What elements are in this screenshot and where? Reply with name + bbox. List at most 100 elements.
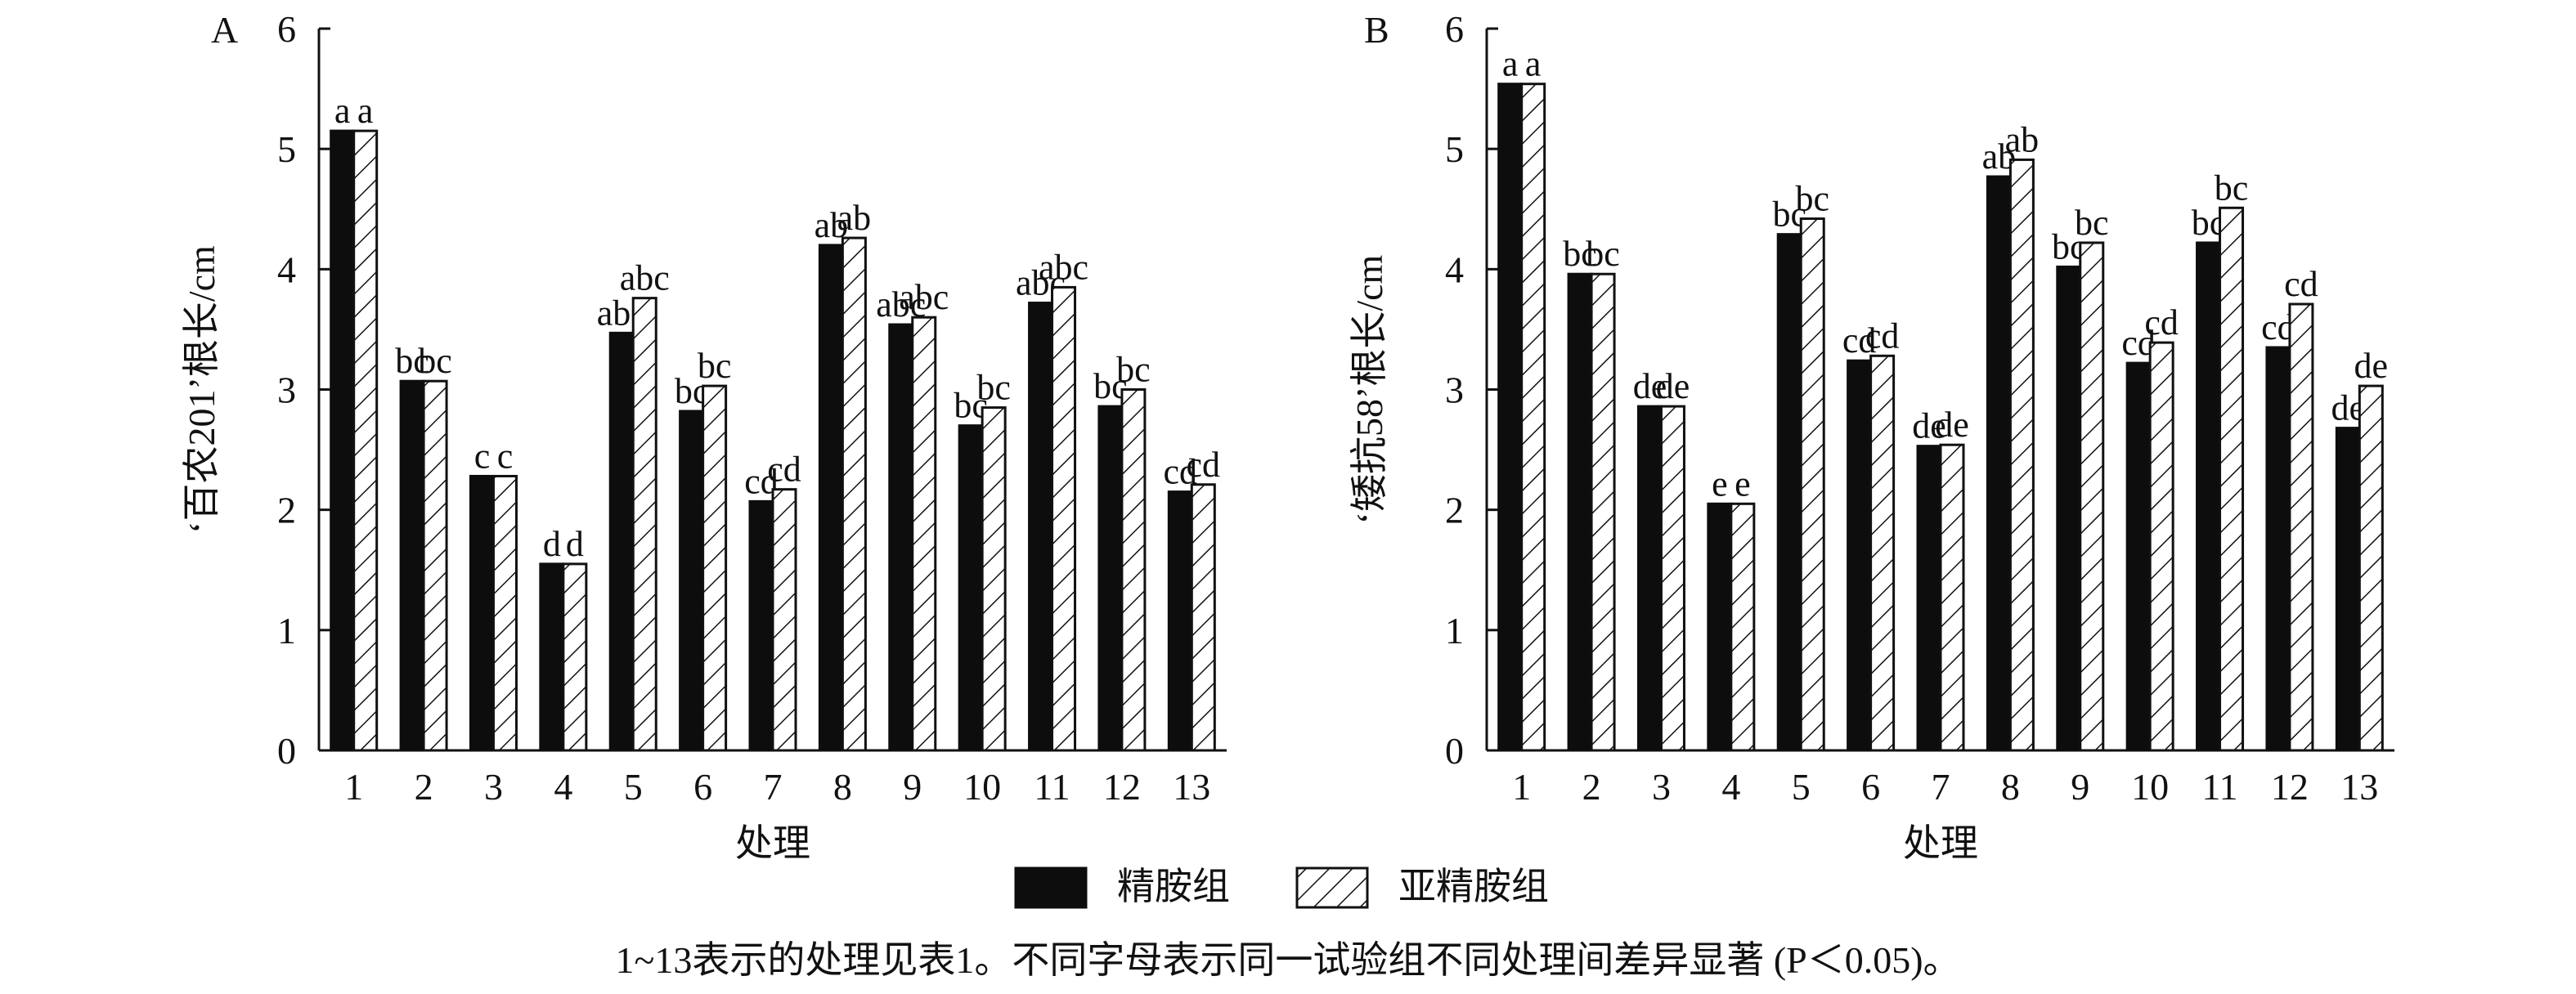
x-tick-label: 7 [1932,766,1950,808]
significance-label: bc [976,368,1011,408]
bar-spermine [2196,241,2222,752]
x-tick-label: 9 [903,766,922,808]
bar-spermidine [2288,302,2314,752]
bar-spermine [1167,490,1193,752]
significance-label: de [1935,405,1969,445]
bar-spermidine [1520,83,1546,752]
bar-spermidine [352,129,379,752]
significance-label: de [2354,346,2389,386]
bar-spermidine [1120,388,1147,752]
y-tick-label: 2 [277,490,296,531]
bar-spermidine [631,297,657,752]
x-tick-label: 1 [1512,766,1531,808]
significance-label: bc [698,346,732,386]
x-tick-label: 6 [1861,766,1880,808]
bar-spermine [679,410,705,752]
panel-letter: A [211,9,238,51]
bar-spermidine [562,562,588,752]
bar-spermidine [771,488,797,752]
bar-spermidine [911,316,937,752]
significance-label: bc [1116,350,1151,390]
bar-spermine [330,129,356,752]
significance-label: e [1735,463,1751,504]
bar-spermine [888,323,914,752]
bar-spermine [1986,175,2012,752]
bar-spermine [1916,445,1942,752]
significance-label: bc [1586,234,1620,274]
x-tick-label: 7 [764,766,783,808]
figure-caption: 1~13表示的处理见表1。不同字母表示同一试验组不同处理间差异显著 (P＜0.0… [615,939,1960,981]
significance-label: cd [1187,445,1221,485]
y-tick-label: 6 [1445,8,1464,50]
bar-spermine [469,474,495,752]
y-axis-label: ‘矮抗58’根长/cm [1349,254,1390,524]
significance-label: a [334,91,351,131]
x-tick-label: 3 [1652,766,1671,808]
legend-label-solid: 精胺组 [1117,866,1230,907]
x-tick-label: 10 [963,766,1001,808]
significance-label: c [474,436,491,476]
significance-label: d [566,524,584,564]
y-tick-label: 5 [277,128,296,170]
significance-label: a [357,91,374,131]
legend: 精胺组 亚精胺组 [1014,866,1549,909]
x-axis-label: 处理 [735,822,810,864]
panel-letter: B [1364,9,1389,51]
significance-label: a [1502,44,1519,84]
x-tick-label: 4 [554,766,572,808]
x-tick-label: 13 [2340,766,2378,808]
bar-spermine [1776,233,1802,752]
x-tick-label: 12 [2271,766,2309,808]
significance-label: abc [1039,247,1088,287]
bar-spermidine [2219,206,2245,752]
bar-spermidine [1869,354,1896,752]
y-tick-label: 4 [277,248,296,290]
y-tick-label: 1 [1445,610,1464,651]
y-tick-label: 3 [1445,369,1464,411]
significance-label: abc [899,277,949,317]
x-tick-label: 6 [693,766,712,808]
legend-swatch-hatched [1295,866,1369,909]
x-tick-label: 2 [415,766,433,808]
significance-label: bc [418,341,452,381]
bar-spermidine [491,474,518,752]
bar-spermine [958,424,984,752]
x-tick-label: 12 [1103,766,1141,808]
bar-spermidine [1051,285,1077,752]
y-tick-label: 3 [277,369,296,411]
significance-label: de [1633,366,1667,406]
x-tick-label: 8 [833,766,852,808]
bar-spermidine [702,384,728,752]
x-tick-label: 9 [2071,766,2089,808]
x-tick-label: 4 [1721,766,1740,808]
bar-spermine [1847,359,1873,752]
x-tick-label: 5 [624,766,643,808]
x-tick-label: 2 [1582,766,1601,808]
y-tick-label: 1 [277,610,296,651]
y-tick-label: 2 [1445,490,1464,531]
significance-label: ab [2005,119,2040,159]
significance-label: e [1712,463,1728,504]
significance-label: c [497,436,514,476]
bar-spermine [2265,346,2291,752]
significance-label: cd [767,450,801,490]
bar-spermidine [422,379,448,752]
y-tick-label: 4 [1445,248,1464,290]
significance-label: cd [2144,302,2179,343]
bar-spermine [1707,502,1733,752]
x-tick-label: 10 [2131,766,2169,808]
bar-spermine [2056,265,2082,752]
significance-label: cd [1865,316,1900,356]
bar-spermidine [841,236,867,752]
significance-label: a [1525,44,1542,84]
x-tick-label: 8 [2001,766,2020,808]
legend-swatch-solid [1014,866,1088,909]
significance-label: bc [395,341,429,381]
significance-label: cd [2284,264,2318,304]
bar-spermidine [1799,217,1825,752]
significance-label: de [1656,366,1690,406]
bar-spermine [2335,427,2361,752]
y-tick-label: 0 [277,730,296,772]
